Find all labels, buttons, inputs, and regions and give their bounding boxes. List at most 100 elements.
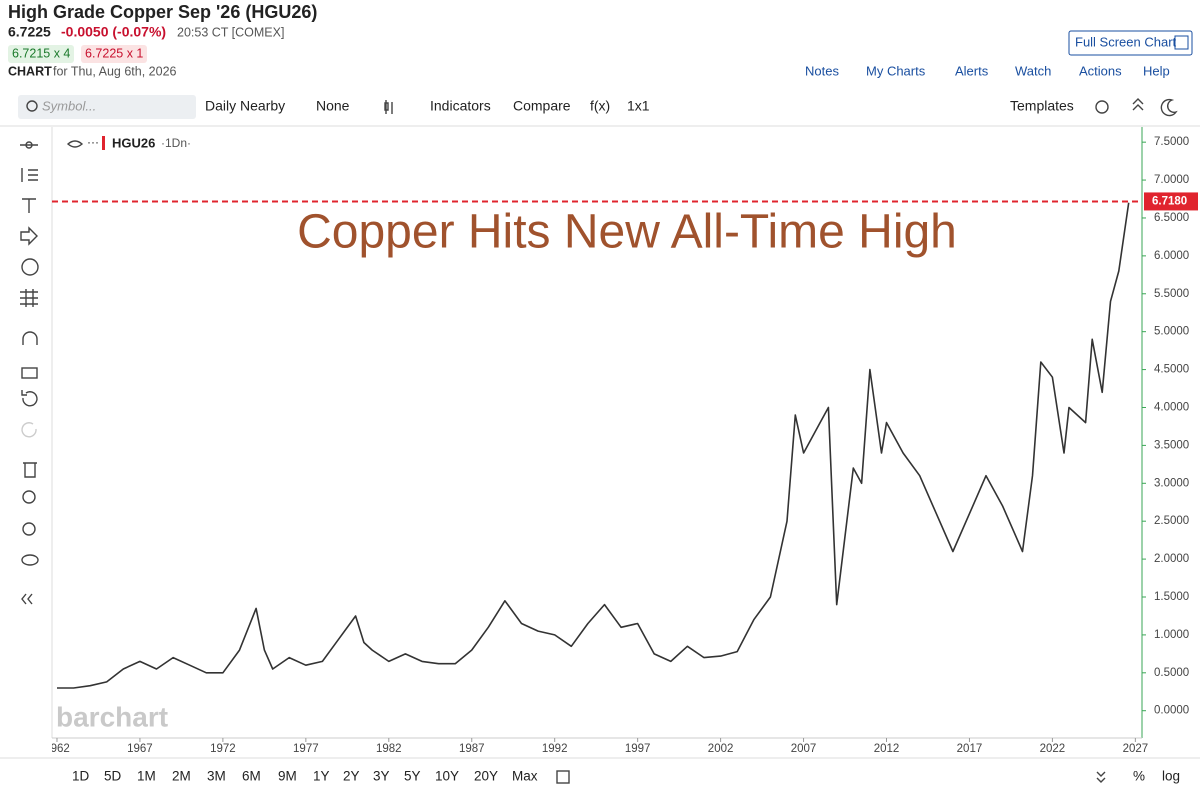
- y-tick-label: 2.5000: [1154, 515, 1189, 527]
- nav-link[interactable]: My Charts: [866, 63, 926, 78]
- text-tool[interactable]: [22, 198, 36, 213]
- arrow-tool[interactable]: [20, 226, 38, 246]
- period-button[interactable]: 1M: [137, 769, 156, 784]
- magnet[interactable]: [22, 331, 38, 345]
- pattern-tool[interactable]: [20, 289, 38, 307]
- x-tick-label: 2007: [791, 743, 817, 755]
- legend-interval: ·1Dn·: [161, 136, 191, 150]
- full-screen-button[interactable]: [1068, 30, 1193, 56]
- ask-box: [81, 45, 147, 63]
- x-tick-label: 2002: [708, 743, 734, 755]
- y-tick-label: 2.0000: [1154, 553, 1189, 565]
- period-button[interactable]: 5D: [104, 769, 122, 784]
- last-price-label: 6.7180: [1152, 195, 1187, 207]
- scale-option[interactable]: %: [1133, 769, 1145, 784]
- y-tick-label: 5.0000: [1154, 326, 1189, 338]
- line-tool[interactable]: [20, 141, 38, 149]
- collapse-sidebar[interactable]: [21, 593, 33, 605]
- toolbar-item[interactable]: None: [316, 98, 350, 114]
- count-tool[interactable]: [21, 258, 39, 276]
- eye-icon[interactable]: [66, 140, 84, 148]
- delete[interactable]: [23, 462, 37, 478]
- x-tick-label: 2022: [1040, 743, 1066, 755]
- toolbar-item[interactable]: Indicators: [430, 98, 491, 114]
- x-tick-label: 1987: [459, 743, 485, 755]
- price-change: -0.0050 (-0.07%): [61, 24, 166, 40]
- toolbar-item[interactable]: 1x1: [627, 98, 650, 114]
- period-button[interactable]: 2Y: [343, 769, 360, 784]
- x-tick-label: 1997: [625, 743, 651, 755]
- period-button[interactable]: 9M: [278, 769, 297, 784]
- settings-icon[interactable]: [1095, 100, 1109, 114]
- symbol-input[interactable]: [18, 95, 196, 119]
- nav-link[interactable]: Alerts: [955, 63, 989, 78]
- y-tick-label: 6.0000: [1154, 250, 1189, 262]
- nav-link[interactable]: Actions: [1079, 63, 1122, 78]
- period-button[interactable]: 6M: [242, 769, 261, 784]
- legend-symbol: HGU26: [112, 135, 155, 150]
- collapse-icon[interactable]: [1132, 98, 1144, 111]
- chart-label: CHART: [8, 64, 52, 78]
- nav-link[interactable]: Watch: [1015, 63, 1051, 78]
- undo[interactable]: [21, 390, 38, 407]
- y-tick-label: 4.5000: [1154, 364, 1189, 376]
- symbol-placeholder[interactable]: Symbol...: [42, 98, 96, 113]
- fib-tool[interactable]: [21, 168, 38, 182]
- candle-icon[interactable]: [384, 100, 393, 114]
- period-button[interactable]: 20Y: [474, 769, 498, 784]
- x-tick-label: 1992: [542, 743, 568, 755]
- x-tick-label: 2012: [874, 743, 900, 755]
- title: High Grade Copper Sep '26 (HGU26): [8, 2, 317, 22]
- y-tick-label: 7.5000: [1154, 136, 1189, 148]
- price-line: [57, 202, 1130, 689]
- templates[interactable]: Templates: [1010, 98, 1074, 114]
- period-button[interactable]: 3Y: [373, 769, 390, 784]
- chart-date: for Thu, Aug 6th, 2026: [53, 64, 177, 78]
- last-price: 6.7225: [8, 24, 51, 40]
- full-screen-text[interactable]: Full Screen Chart: [1075, 34, 1177, 49]
- y-tick-label: 3.0000: [1154, 477, 1189, 489]
- legend-swatch: [102, 136, 105, 150]
- period-button[interactable]: 1D: [72, 769, 90, 784]
- calendar-icon[interactable]: [556, 770, 570, 784]
- zoom-out[interactable]: [22, 522, 36, 536]
- lock[interactable]: [21, 367, 38, 379]
- y-tick-label: 7.0000: [1154, 174, 1189, 186]
- x-tick-label: 2017: [957, 743, 983, 755]
- x-axis-labels: 1962 1967 1972 1977 1982 1987 1992 1997 2002 2007…: [44, 743, 1149, 755]
- nav-link[interactable]: Help: [1143, 63, 1170, 78]
- bid-box: [8, 45, 74, 63]
- visibility[interactable]: [21, 554, 39, 566]
- toolbar-item[interactable]: Compare: [513, 98, 571, 114]
- x-tick-label: 1972: [210, 743, 236, 755]
- zoom-in[interactable]: [22, 490, 36, 504]
- toolbar-item[interactable]: Daily Nearby: [205, 98, 285, 114]
- period-button[interactable]: 10Y: [435, 769, 459, 784]
- x-tick-label: 1962: [44, 743, 70, 755]
- redo[interactable]: [21, 422, 37, 438]
- x-tick-label: 1977: [293, 743, 319, 755]
- toolbar-item[interactable]: f(x): [590, 98, 610, 114]
- y-tick-label: 5.5000: [1154, 288, 1189, 300]
- period-button[interactable]: 5Y: [404, 769, 421, 784]
- scale-option[interactable]: log: [1162, 769, 1180, 784]
- chart-title: Copper Hits New All-Time High: [297, 206, 957, 259]
- period-button[interactable]: 2M: [172, 769, 191, 784]
- quote-time: 20:53 CT [COMEX]: [177, 25, 284, 39]
- theme-icon[interactable]: [1160, 98, 1178, 117]
- y-tick-label: 6.5000: [1154, 212, 1189, 224]
- full-screen-icon: [1174, 35, 1189, 50]
- bid: 6.7215 x 4: [12, 46, 70, 60]
- y-tick-label: 1.5000: [1154, 591, 1189, 603]
- y-tick-label: 0.0000: [1154, 705, 1189, 717]
- period-button[interactable]: 1Y: [313, 769, 330, 784]
- period-button[interactable]: 3M: [207, 769, 226, 784]
- search-icon: [26, 100, 38, 112]
- legend-more[interactable]: ···: [87, 135, 99, 149]
- nav-link[interactable]: Notes: [805, 63, 839, 78]
- y-tick-label: 4.0000: [1154, 402, 1189, 414]
- footer-collapse[interactable]: [1096, 771, 1106, 783]
- period-button[interactable]: Max: [512, 769, 538, 784]
- y-tick-label: 0.5000: [1154, 667, 1189, 679]
- x-tick-label: 2027: [1123, 743, 1149, 755]
